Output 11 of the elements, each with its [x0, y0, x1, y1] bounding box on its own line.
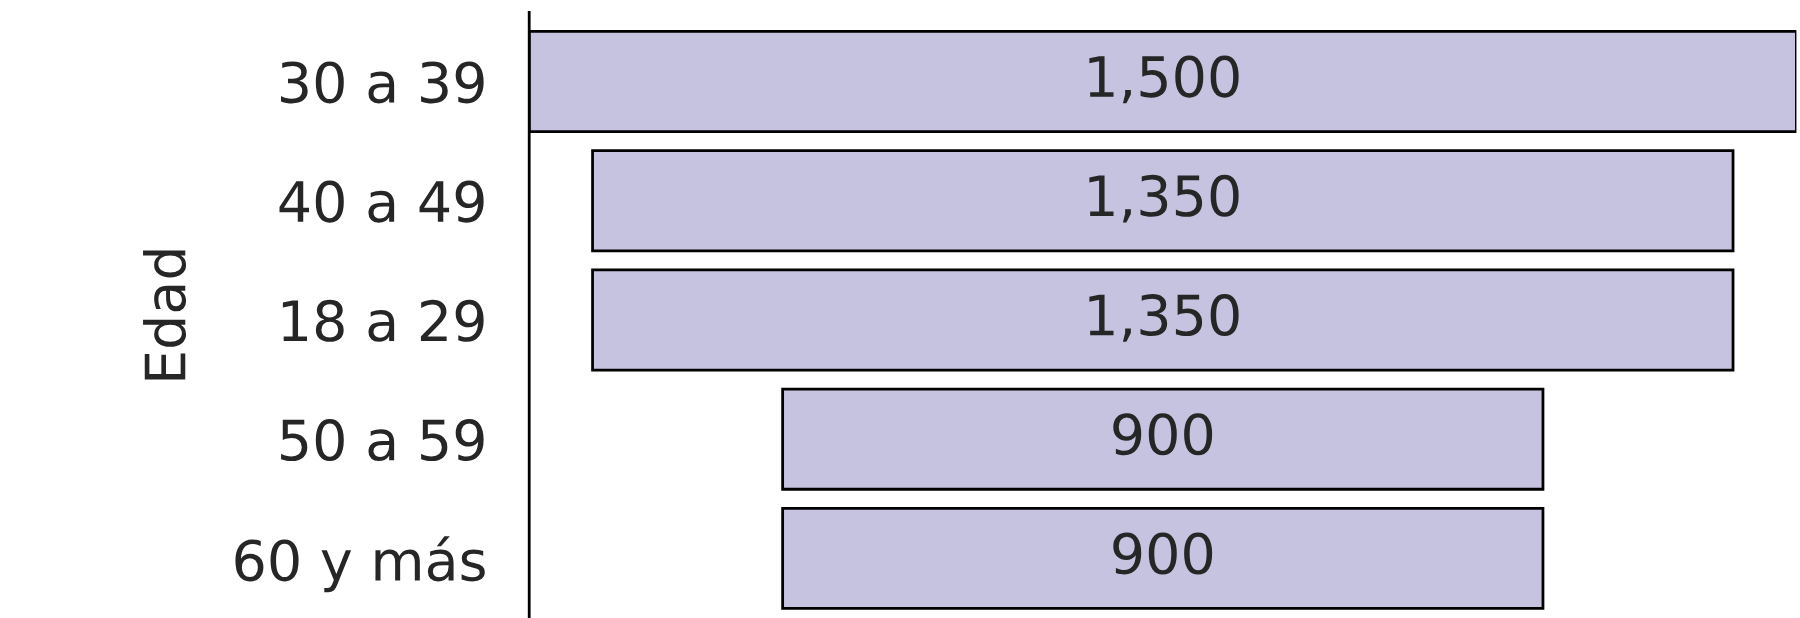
text: Edad: [143, 250, 187, 380]
category-label: 18 a 29: [282, 299, 484, 342]
data-label: 900: [1113, 413, 1213, 456]
category-label: 60 y más: [235, 536, 485, 593]
data-label: 1,350: [1089, 174, 1239, 223]
category-label: 40 a 49: [279, 180, 484, 223]
category-label: 30 a 39: [281, 61, 484, 104]
data-label: 1,350: [1089, 294, 1239, 342]
data-label: 1,500: [1089, 55, 1239, 104]
category-label: 50 a 59: [281, 419, 484, 462]
data-label: 900: [1113, 532, 1213, 575]
